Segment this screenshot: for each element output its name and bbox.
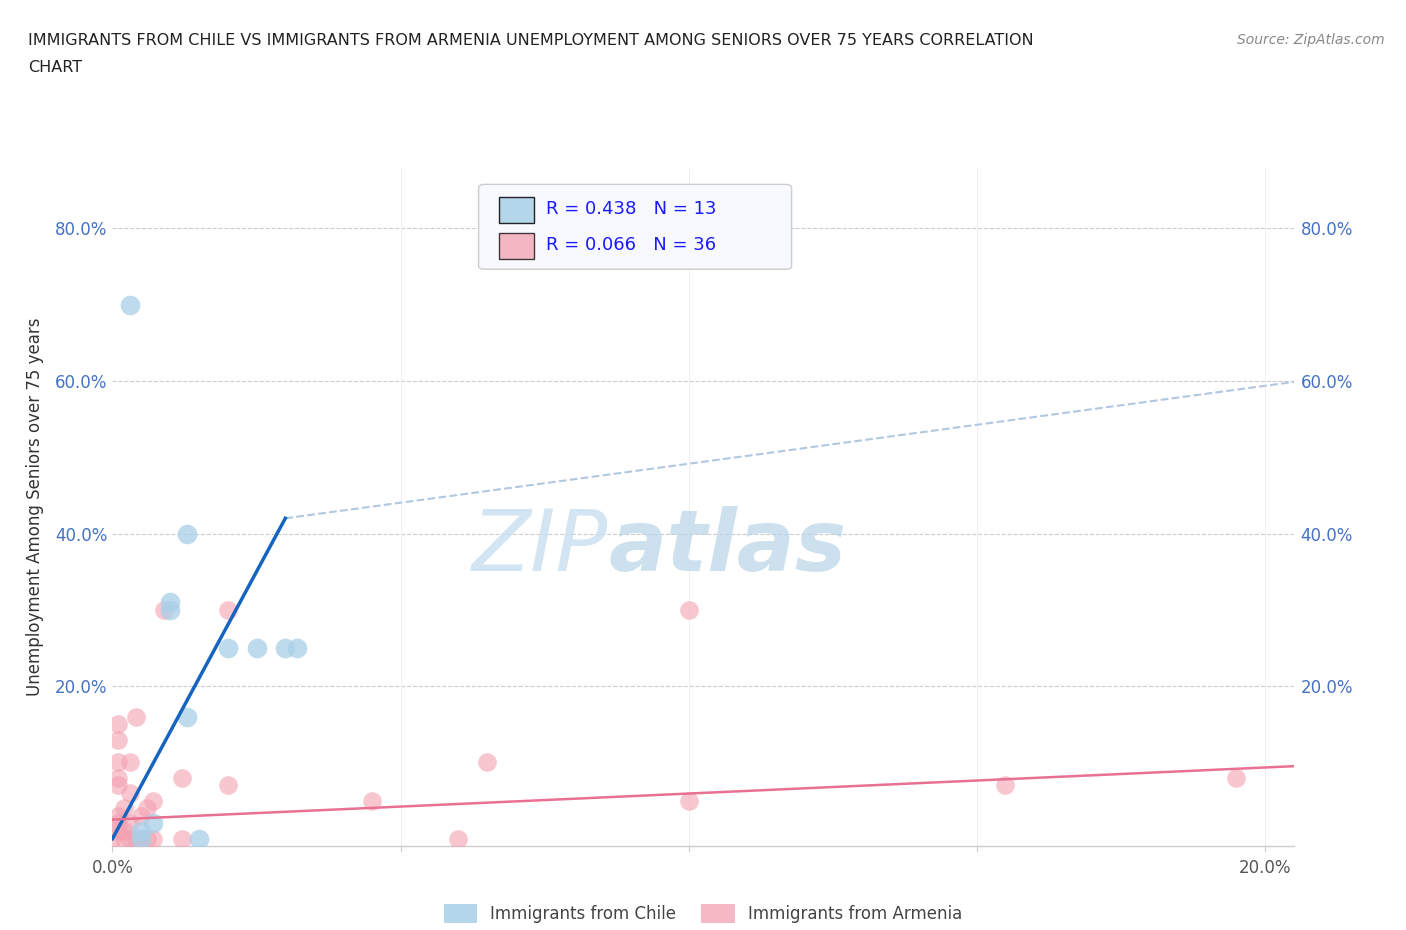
Point: [136, 801, 159, 816]
Point: [107, 824, 129, 839]
Point: [142, 793, 165, 808]
Point: [187, 831, 209, 846]
Point: [245, 641, 267, 656]
Point: [129, 831, 152, 846]
Point: [118, 755, 141, 770]
Point: [118, 298, 141, 312]
Y-axis label: Unemployment Among Seniors over 75 years: Unemployment Among Seniors over 75 years: [25, 318, 44, 696]
Point: [475, 755, 498, 770]
Point: [217, 603, 239, 618]
Point: [447, 831, 470, 846]
Point: [217, 777, 239, 792]
Point: [274, 641, 297, 656]
Point: [142, 816, 165, 830]
Point: [107, 717, 129, 732]
Point: [360, 793, 382, 808]
Point: [112, 831, 135, 846]
Point: [107, 777, 129, 792]
Point: [101, 831, 124, 846]
FancyBboxPatch shape: [499, 233, 534, 259]
FancyBboxPatch shape: [478, 184, 792, 270]
Point: [112, 824, 135, 839]
Point: [176, 710, 198, 724]
Point: [678, 793, 700, 808]
Point: [217, 641, 239, 656]
Point: [112, 801, 135, 816]
Point: [176, 526, 198, 541]
Point: [142, 831, 165, 846]
Point: [107, 732, 129, 747]
FancyBboxPatch shape: [499, 197, 534, 223]
Point: [285, 641, 308, 656]
Point: [107, 816, 129, 830]
Point: [136, 831, 159, 846]
Point: [153, 603, 176, 618]
Text: Source: ZipAtlas.com: Source: ZipAtlas.com: [1237, 33, 1385, 46]
Point: [107, 755, 129, 770]
Legend: Immigrants from Chile, Immigrants from Armenia: Immigrants from Chile, Immigrants from A…: [437, 897, 969, 930]
Point: [118, 816, 141, 830]
Point: [118, 786, 141, 801]
Point: [994, 777, 1017, 792]
Text: R = 0.438   N = 13: R = 0.438 N = 13: [546, 201, 717, 219]
Text: CHART: CHART: [28, 60, 82, 75]
Point: [129, 824, 152, 839]
Point: [118, 831, 141, 846]
Point: [159, 595, 181, 610]
Text: ZIP: ZIP: [472, 506, 609, 589]
Text: atlas: atlas: [609, 506, 846, 589]
Point: [129, 831, 152, 846]
Point: [129, 808, 152, 823]
Text: IMMIGRANTS FROM CHILE VS IMMIGRANTS FROM ARMENIA UNEMPLOYMENT AMONG SENIORS OVER: IMMIGRANTS FROM CHILE VS IMMIGRANTS FROM…: [28, 33, 1033, 47]
Point: [170, 770, 193, 785]
Point: [107, 770, 129, 785]
Point: [124, 831, 146, 846]
Point: [1225, 770, 1247, 785]
Point: [107, 808, 129, 823]
Point: [678, 603, 700, 618]
Point: [170, 831, 193, 846]
Text: R = 0.066   N = 36: R = 0.066 N = 36: [546, 236, 716, 255]
Point: [124, 710, 146, 724]
Point: [159, 603, 181, 618]
